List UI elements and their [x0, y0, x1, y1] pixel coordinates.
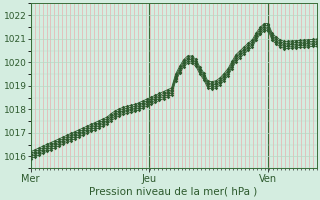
- X-axis label: Pression niveau de la mer( hPa ): Pression niveau de la mer( hPa ): [90, 187, 258, 197]
